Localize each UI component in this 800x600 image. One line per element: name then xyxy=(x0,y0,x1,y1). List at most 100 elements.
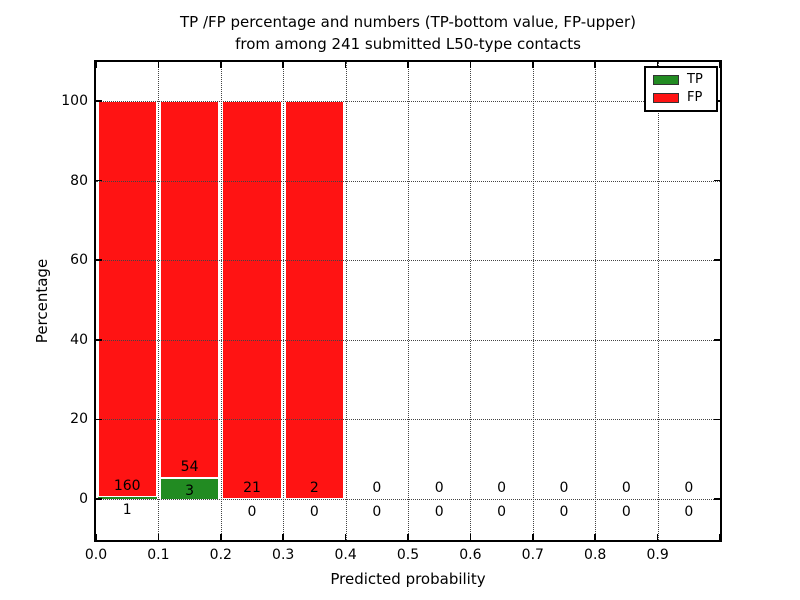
plot-area: 160 1 54 3 21 0 2 0 0 0 0 0 0 0 0 0 0 0 0 0 xyxy=(95,62,721,540)
x-tick-mark xyxy=(656,62,659,68)
tp-count-label: 0 xyxy=(247,504,257,520)
tp-count-label: 1 xyxy=(122,501,132,518)
gridline-horizontal xyxy=(96,101,720,102)
fp-count-label: 160 xyxy=(113,477,141,494)
x-tick-mark xyxy=(95,62,97,68)
x-tick-mark xyxy=(719,62,721,68)
tp-count-label: 0 xyxy=(497,504,507,520)
x-tick-mark xyxy=(157,62,160,68)
fp-bar xyxy=(284,101,345,499)
y-tick-mark xyxy=(96,498,102,500)
tp-color-swatch xyxy=(653,75,679,85)
y-tick-mark xyxy=(714,339,720,341)
fp-count-label: 0 xyxy=(372,480,382,496)
fp-count-label: 0 xyxy=(559,480,569,496)
x-axis-label: Predicted probability xyxy=(330,570,486,588)
y-tick-label: 80 xyxy=(70,172,88,189)
tp-count-label: 0 xyxy=(684,504,694,520)
y-tick-label: 60 xyxy=(70,252,88,269)
x-tick-mark xyxy=(532,62,534,68)
tp-count-label: 0 xyxy=(621,504,631,520)
x-tick-label: 0.7 xyxy=(521,547,544,563)
x-tick-mark xyxy=(407,534,409,540)
x-tick-mark xyxy=(220,534,222,540)
x-tick-label: 0.6 xyxy=(459,547,482,563)
y-tick-mark xyxy=(96,418,102,421)
gridline-horizontal xyxy=(96,260,720,262)
chart-title-line1: TP /FP percentage and numbers (TP-bottom… xyxy=(180,13,636,31)
legend-label-tp: TP xyxy=(687,72,703,87)
gridline-vertical xyxy=(283,62,285,540)
x-tick-label: 0.9 xyxy=(646,547,669,563)
y-tick-mark xyxy=(96,259,102,261)
fp-count-label: 54 xyxy=(180,459,199,476)
gridline-vertical xyxy=(595,62,597,540)
gridline-vertical xyxy=(657,62,659,540)
gridline-vertical xyxy=(158,62,160,540)
x-tick-mark xyxy=(344,534,347,540)
tp-count-label: 0 xyxy=(309,504,319,520)
y-tick-mark xyxy=(714,418,720,421)
x-tick-mark xyxy=(469,62,472,68)
fp-count-label: 0 xyxy=(684,480,694,496)
y-tick-mark xyxy=(96,339,102,341)
legend-item-tp: TP xyxy=(653,73,716,87)
gridline-horizontal xyxy=(96,180,720,182)
x-tick-mark xyxy=(594,534,596,540)
fp-count-label: 0 xyxy=(497,480,507,496)
tp-bar xyxy=(97,496,157,499)
gridline-vertical xyxy=(345,62,347,540)
tp-count-label: 3 xyxy=(185,483,195,500)
y-tick-mark xyxy=(714,259,720,261)
gridline-horizontal xyxy=(96,339,720,341)
x-tick-mark xyxy=(282,62,284,68)
tp-count-label: 0 xyxy=(434,504,444,520)
x-tick-mark xyxy=(594,62,596,68)
x-tick-mark xyxy=(719,534,721,540)
fp-color-swatch xyxy=(653,93,679,103)
x-tick-label: 0.2 xyxy=(209,547,232,563)
y-tick-label: 0 xyxy=(79,491,88,507)
tp-count-label: 0 xyxy=(559,504,569,520)
x-tick-mark xyxy=(282,534,284,540)
legend-item-fp: FP xyxy=(653,91,716,105)
x-tick-label: 0.4 xyxy=(334,547,357,563)
gridline-horizontal xyxy=(96,419,720,421)
fp-bar xyxy=(97,101,157,497)
y-tick-label: 100 xyxy=(61,93,88,109)
x-tick-mark xyxy=(344,62,347,68)
x-tick-label: 0.5 xyxy=(396,547,420,563)
x-tick-mark xyxy=(656,534,659,540)
chart-title-line2: from among 241 submitted L50-type contac… xyxy=(235,35,581,53)
fp-bar xyxy=(222,101,282,499)
y-tick-mark xyxy=(714,498,720,500)
x-tick-mark xyxy=(469,534,472,540)
x-tick-label: 0.1 xyxy=(147,547,170,563)
x-tick-mark xyxy=(407,62,409,68)
y-tick-mark xyxy=(96,179,102,182)
fp-count-label: 21 xyxy=(243,480,261,496)
fp-bar xyxy=(159,101,220,479)
x-tick-label: 0.8 xyxy=(584,547,607,563)
legend-label-fp: FP xyxy=(687,90,703,105)
x-tick-mark xyxy=(220,62,222,68)
chart-title: TP /FP percentage and numbers (TP-bottom… xyxy=(96,11,720,55)
gridline-vertical xyxy=(408,62,409,540)
legend: TP FP xyxy=(644,66,718,112)
fp-count-label: 2 xyxy=(309,480,319,496)
fp-count-label: 0 xyxy=(621,480,631,496)
y-tick-mark xyxy=(96,100,102,102)
x-tick-label: 0.0 xyxy=(84,547,108,563)
y-tick-mark xyxy=(714,179,720,182)
x-tick-mark xyxy=(95,534,97,540)
tp-count-label: 0 xyxy=(372,504,382,520)
tp-bar xyxy=(159,478,220,499)
x-tick-label: 0.3 xyxy=(272,547,295,563)
gridline-vertical xyxy=(220,62,222,540)
x-tick-mark xyxy=(532,534,534,540)
gridline-vertical xyxy=(532,62,534,540)
gridline-horizontal xyxy=(96,499,720,500)
x-tick-mark xyxy=(157,534,160,540)
y-tick-label: 20 xyxy=(70,411,88,428)
